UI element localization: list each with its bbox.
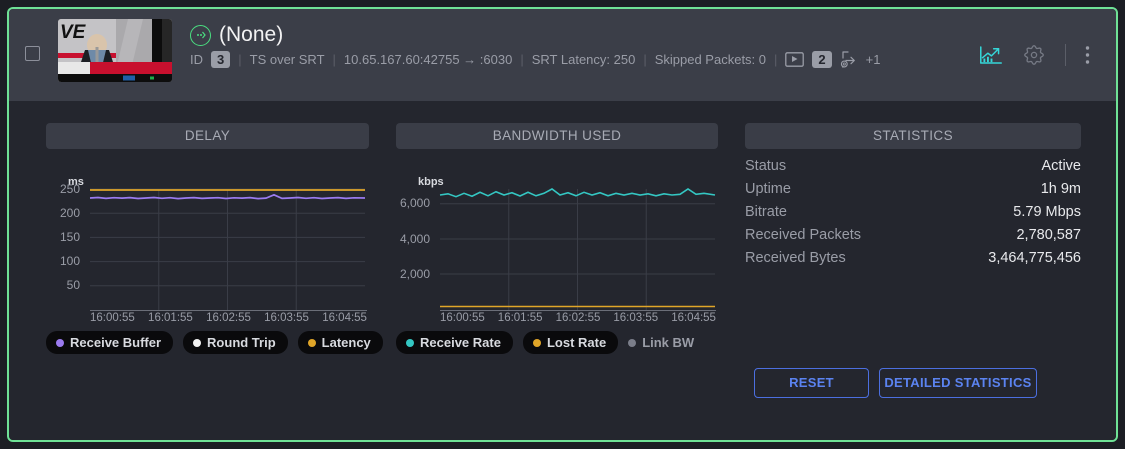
svg-text:VE: VE xyxy=(60,22,87,43)
